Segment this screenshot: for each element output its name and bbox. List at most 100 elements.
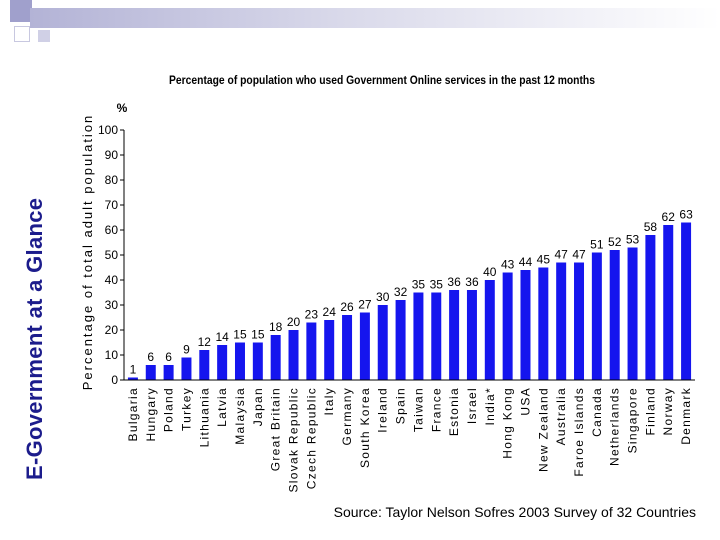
square-decoration (10, 0, 32, 22)
bar-value-label: 12 (198, 335, 212, 349)
bar-value-label: 52 (608, 235, 622, 249)
x-category-label: Denmark (679, 387, 693, 445)
bar-south-korea (359, 312, 370, 380)
bar-value-label: 15 (233, 328, 247, 342)
y-tick-label: 10 (105, 348, 119, 362)
bar-australia (556, 262, 567, 380)
x-category-label: New Zealand (536, 387, 550, 472)
bar-value-label: 18 (269, 320, 283, 334)
bar-france (431, 292, 442, 380)
x-category-label: USA (518, 387, 532, 416)
bar-czech-republic (306, 322, 317, 380)
bar-value-label: 23 (305, 308, 319, 322)
x-category-label: Bulgaria (126, 387, 140, 441)
bar-value-label: 27 (358, 298, 372, 312)
bar-value-label: 30 (376, 290, 390, 304)
bar-denmark (681, 222, 692, 380)
x-category-label: Israel (465, 387, 479, 424)
x-category-label: Norway (661, 387, 675, 435)
bar-finland (645, 235, 656, 380)
bar-value-label: 26 (340, 300, 354, 314)
bar-singapore (627, 247, 638, 380)
x-category-label: Czech Republic (304, 387, 318, 489)
bar-lithuania (199, 350, 210, 380)
bar-value-label: 44 (519, 255, 533, 269)
bar-slovak-republic (288, 330, 299, 380)
bar-japan (252, 342, 263, 380)
y-tick-label: 60 (105, 223, 119, 237)
bar-great-britain (270, 335, 281, 380)
bar-value-label: 43 (501, 258, 515, 272)
x-category-label: Germany (340, 387, 354, 445)
bar-value-label: 20 (287, 315, 301, 329)
y-tick-label: 20 (105, 323, 119, 337)
x-category-label: Faroe Islands (572, 387, 586, 477)
bar-value-label: 47 (554, 248, 568, 262)
bar-estonia (449, 290, 460, 380)
x-category-label: Canada (590, 387, 604, 437)
bar-india (484, 280, 495, 380)
x-category-label: Poland (162, 387, 176, 432)
bar-germany (342, 315, 353, 380)
bar-value-label: 24 (323, 305, 337, 319)
x-category-label: Great Britain (269, 387, 283, 471)
x-category-label: Taiwan (411, 387, 425, 432)
x-category-label: Italy (322, 387, 336, 416)
source-note: Source: Taylor Nelson Sofres 2003 Survey… (333, 504, 696, 520)
x-category-label: Hong Kong (501, 387, 515, 459)
bar-value-label: 9 (183, 343, 190, 357)
x-category-label: Netherlands (608, 387, 622, 466)
x-category-label: Japan (251, 387, 265, 426)
y-tick-label: 30 (105, 298, 119, 312)
bar-malaysia (234, 342, 245, 380)
bar-value-label: 35 (430, 278, 444, 292)
bar-faroe-islands (574, 262, 585, 380)
bar-poland (163, 365, 174, 380)
bar-taiwan (413, 292, 424, 380)
bar-canada (591, 252, 602, 380)
x-category-label: Slovak Republic (287, 387, 301, 493)
x-category-label: Estonia (447, 387, 461, 436)
bar-new-zealand (538, 267, 549, 380)
bar-value-label: 15 (251, 328, 265, 342)
x-category-label: Spain (394, 387, 408, 424)
bar-hungary (145, 365, 156, 380)
x-category-label: Lithuania (197, 387, 211, 447)
y-unit-label: % (117, 101, 128, 115)
y-tick-label: 40 (105, 273, 119, 287)
title-band (30, 8, 720, 28)
square-decoration (14, 26, 30, 42)
bar-value-label: 51 (590, 238, 604, 252)
bar-ireland (377, 305, 388, 380)
x-category-label: Latvia (215, 387, 229, 427)
bar-value-label: 63 (679, 208, 693, 222)
bar-value-label: 45 (537, 253, 551, 267)
bar-turkey (181, 357, 192, 380)
bar-value-label: 36 (447, 275, 461, 289)
bar-hong-kong (502, 272, 513, 380)
x-category-label: Malaysia (233, 387, 247, 445)
bar-usa (520, 270, 531, 380)
y-axis-label: Percentage of total adult population (80, 114, 95, 391)
bar-israel (466, 290, 477, 380)
x-category-label: Australia (554, 387, 568, 445)
y-tick-label: 100 (98, 123, 118, 137)
y-tick-label: 50 (105, 248, 119, 262)
bar-value-label: 36 (465, 275, 479, 289)
x-category-label: India* (483, 387, 497, 426)
y-tick-label: 80 (105, 173, 119, 187)
bar-netherlands (609, 250, 620, 380)
bar-value-label: 47 (572, 248, 586, 262)
x-category-label: France (429, 387, 443, 432)
square-decoration (38, 30, 50, 42)
bar-italy (324, 320, 335, 380)
bar-value-label: 35 (412, 278, 426, 292)
x-category-label: Finland (643, 387, 657, 435)
bar-value-label: 62 (662, 210, 676, 224)
bar-value-label: 6 (147, 350, 154, 364)
y-tick-label: 70 (105, 198, 119, 212)
x-category-label: Hungary (144, 387, 158, 441)
bar-value-label: 1 (130, 363, 137, 377)
x-category-label: Singapore (626, 387, 640, 453)
